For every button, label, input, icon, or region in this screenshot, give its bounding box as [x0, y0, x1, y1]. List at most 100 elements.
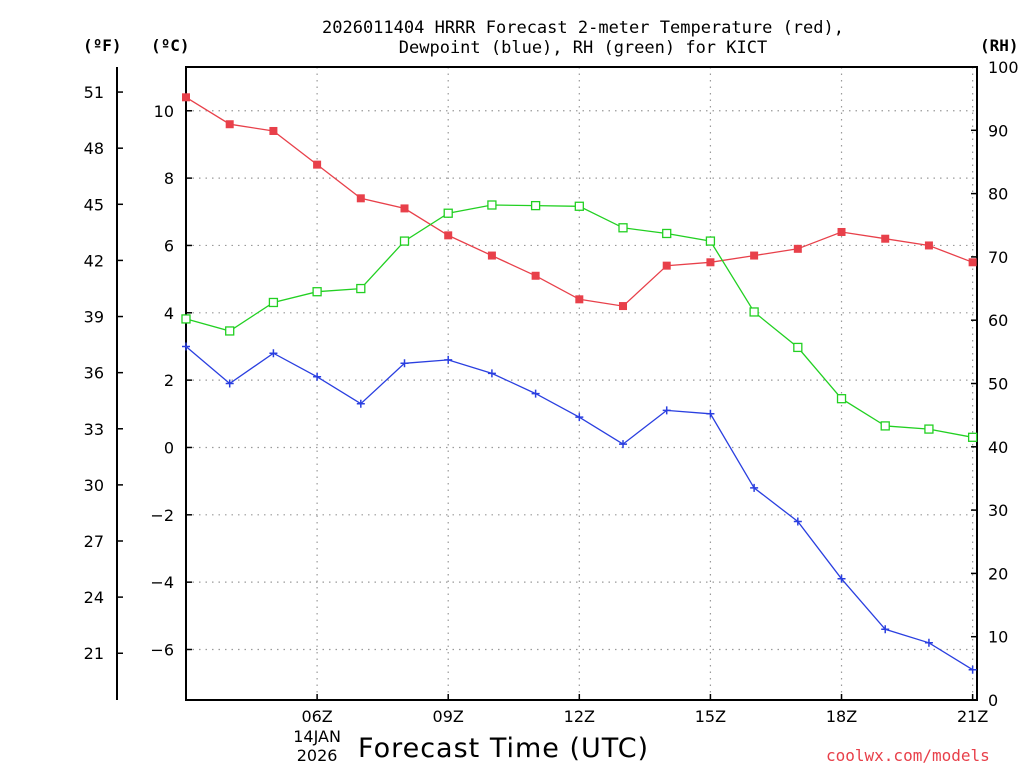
dewpoint-point — [575, 413, 584, 422]
rh-tick-label: 80 — [988, 185, 1008, 204]
celsius-tick-label: 2 — [164, 371, 174, 390]
fahrenheit-tick-label: 36 — [84, 364, 104, 383]
dewpoint-series-line — [185, 346, 973, 671]
dewpoint-point — [356, 399, 365, 408]
celsius-tick-label: 8 — [164, 169, 174, 188]
x-tick-label: 09Z — [433, 707, 464, 726]
dewpoint-point — [487, 369, 496, 378]
celsius-unit-label: (ºC) — [151, 36, 190, 55]
rh-point — [268, 297, 279, 308]
temperature-point — [356, 194, 365, 203]
dewpoint-point — [837, 574, 846, 583]
chart-title: 2026011404 HRRR Forecast 2-meter Tempera… — [322, 18, 844, 38]
celsius-tick-label: 0 — [164, 438, 174, 457]
rh-unit-label: (RH) — [980, 36, 1019, 55]
fahrenheit-tick-label: 42 — [84, 251, 104, 270]
date-label-line2: 2026 — [297, 746, 338, 765]
rh-point — [530, 200, 541, 211]
x-tick-label: 15Z — [695, 707, 726, 726]
fahrenheit-unit-label: (ºF) — [83, 36, 122, 55]
fahrenheit-tick-label: 39 — [84, 308, 104, 327]
dewpoint-point — [924, 638, 933, 647]
celsius-tick-label: 4 — [164, 304, 174, 323]
temperature-point — [313, 160, 322, 169]
temperature-point — [575, 295, 584, 304]
fahrenheit-tick-label: 45 — [84, 195, 104, 214]
dewpoint-point — [793, 517, 802, 526]
fahrenheit-tick-label: 27 — [84, 532, 104, 551]
temperature-point — [487, 251, 496, 260]
temperature-point — [269, 126, 278, 135]
date-label-line1: 14JAN — [293, 727, 341, 746]
rh-point — [574, 201, 584, 211]
temperature-point — [793, 244, 802, 253]
fahrenheit-tick-label: 21 — [84, 644, 104, 663]
rh-point — [443, 208, 453, 218]
celsius-tick-label: −4 — [150, 573, 174, 592]
temperature-point — [444, 231, 453, 240]
fahrenheit-tick-label: 33 — [84, 420, 104, 439]
rh-tick-label: 90 — [988, 121, 1008, 140]
rh-point — [749, 307, 759, 317]
rh-point — [662, 228, 672, 239]
celsius-tick-label: −2 — [150, 506, 174, 525]
rh-point — [618, 223, 628, 233]
rh-point — [356, 283, 366, 294]
fahrenheit-tick-label: 24 — [84, 588, 104, 607]
rh-point — [399, 236, 410, 246]
rh-tick-label: 60 — [988, 311, 1008, 330]
temperature-point — [706, 258, 715, 267]
temperature-point — [750, 251, 759, 260]
x-tick-label: 06Z — [301, 707, 332, 726]
x-tick-label: 18Z — [826, 707, 857, 726]
celsius-tick-label: −6 — [150, 640, 174, 659]
dewpoint-point — [269, 349, 278, 358]
rh-tick-label: 0 — [988, 691, 998, 710]
rh-point — [181, 314, 191, 324]
rh-point — [487, 200, 497, 210]
temperature-point — [837, 227, 846, 236]
dewpoint-point — [881, 625, 890, 634]
rh-point — [705, 236, 716, 246]
dewpoint-point — [313, 372, 322, 381]
temperature-point — [182, 93, 190, 102]
plot-frame — [185, 66, 978, 701]
rh-tick-label: 20 — [988, 564, 1008, 583]
rh-point — [225, 326, 235, 336]
temperature-point — [619, 302, 628, 311]
temperature-point — [881, 234, 890, 243]
credit-text: coolwx.com/models — [826, 746, 990, 765]
celsius-tick-label: 10 — [154, 102, 174, 121]
rh-point — [836, 394, 847, 404]
dewpoint-point — [182, 342, 190, 351]
temperature-point — [968, 258, 977, 267]
rh-point — [967, 432, 978, 442]
dewpoint-point — [444, 355, 453, 364]
x-axis-label: Forecast Time (UTC) — [358, 733, 650, 764]
fahrenheit-tick-label: 51 — [84, 83, 104, 102]
temperature-point — [531, 271, 540, 280]
dewpoint-point — [750, 483, 759, 492]
celsius-tick-label: 6 — [164, 236, 174, 255]
rh-tick-label: 50 — [988, 375, 1008, 394]
fahrenheit-tick-label: 48 — [84, 139, 104, 158]
x-tick-label: 12Z — [564, 707, 595, 726]
dewpoint-point — [706, 409, 715, 418]
rh-tick-label: 40 — [988, 438, 1008, 457]
rh-tick-label: 30 — [988, 501, 1008, 520]
temperature-point — [662, 261, 671, 270]
dewpoint-point — [225, 379, 234, 388]
rh-tick-label: 70 — [988, 248, 1008, 267]
rh-point — [312, 287, 322, 297]
temperature-point — [225, 120, 234, 129]
fahrenheit-tick-label: 30 — [84, 476, 104, 495]
rh-point — [880, 421, 890, 431]
rh-tick-label: 100 — [988, 58, 1019, 77]
rh-tick-label: 10 — [988, 628, 1008, 647]
dewpoint-point — [531, 389, 540, 398]
temperature-point — [400, 204, 409, 213]
dewpoint-point — [968, 665, 977, 674]
chart-subtitle: Dewpoint (blue), RH (green) for KICT — [398, 38, 768, 58]
dewpoint-point — [662, 406, 671, 415]
